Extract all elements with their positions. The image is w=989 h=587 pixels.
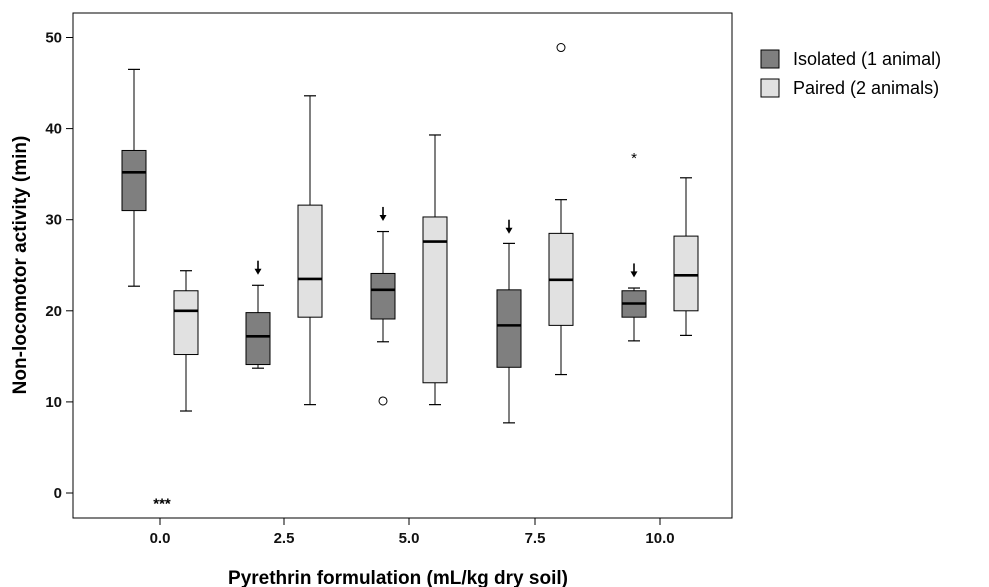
x-axis: 0.0 2.5 5.0 7.5 10.0 xyxy=(150,518,675,547)
iqr-box xyxy=(245,312,271,366)
outlier-point xyxy=(556,43,566,53)
box-plot xyxy=(673,177,699,336)
down-arrow-icon xyxy=(505,219,513,234)
plot-frame xyxy=(72,12,733,519)
iqr-box xyxy=(673,235,699,312)
arrow-head xyxy=(254,268,262,275)
extreme-point: * xyxy=(631,150,637,167)
box-plot xyxy=(173,270,199,412)
annotations: *** xyxy=(153,206,638,512)
y-tick-label: 40 xyxy=(45,121,62,138)
x-tick-label: 7.5 xyxy=(525,530,546,547)
iqr-box xyxy=(173,290,199,356)
arrow-head xyxy=(630,271,638,278)
box-plot xyxy=(297,95,323,406)
iqr-box xyxy=(496,289,522,368)
y-tick-label: 0 xyxy=(54,485,62,502)
outlier-point xyxy=(378,396,388,406)
legend-swatch-isolated xyxy=(760,49,780,69)
iqr-box xyxy=(121,149,147,212)
down-arrow-icon xyxy=(254,260,262,275)
y-tick-label: 50 xyxy=(45,30,62,47)
x-tick-label: 5.0 xyxy=(399,530,420,547)
arrow-head xyxy=(379,214,387,221)
legend-swatch-paired xyxy=(760,78,780,98)
x-tick-label: 0.0 xyxy=(150,530,171,547)
x-tick-label: 2.5 xyxy=(274,530,295,547)
iqr-box xyxy=(422,216,448,384)
x-axis-title: Pyrethrin formulation (mL/kg dry soil) xyxy=(228,568,568,587)
x-tick-label: 10.0 xyxy=(645,530,674,547)
y-axis: 0 10 20 30 40 50 xyxy=(45,30,73,502)
significance-label: *** xyxy=(153,495,171,512)
box-plot xyxy=(422,134,448,406)
legend-label-paired: Paired (2 animals) xyxy=(793,78,939,98)
y-tick-label: 30 xyxy=(45,212,62,229)
iqr-box xyxy=(297,204,323,318)
box-plot xyxy=(121,68,147,287)
box-plot xyxy=(245,284,271,369)
box-plots: * xyxy=(121,43,699,424)
box-plot xyxy=(548,43,574,376)
box-plot xyxy=(496,242,522,424)
y-tick-label: 10 xyxy=(45,394,62,411)
box-plot xyxy=(370,230,396,406)
legend-label-isolated: Isolated (1 animal) xyxy=(793,49,941,69)
iqr-box xyxy=(370,272,396,320)
down-arrow-icon xyxy=(379,206,387,221)
box-plot: * xyxy=(621,150,647,342)
y-tick-label: 20 xyxy=(45,303,62,320)
down-arrow-icon xyxy=(630,263,638,278)
arrow-head xyxy=(505,227,513,234)
legend: Isolated (1 animal) Paired (2 animals) xyxy=(760,49,941,98)
y-axis-title: Non-locomotor activity (min) xyxy=(10,136,31,395)
